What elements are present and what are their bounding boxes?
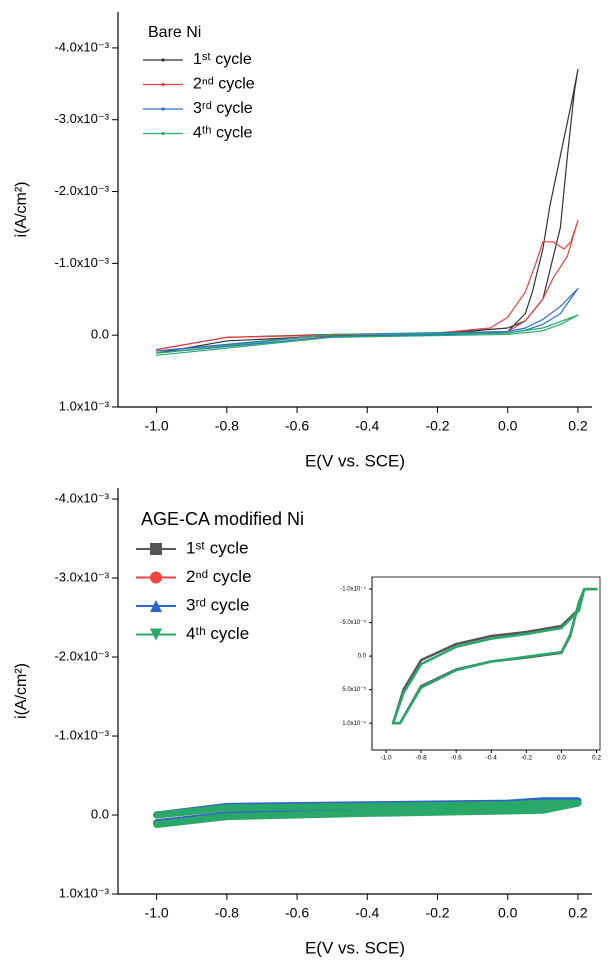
y-tick-label: 0.0 — [358, 654, 367, 660]
x-tick-label: 0.2 — [568, 905, 588, 921]
legend-marker — [161, 131, 165, 136]
x-tick-label: -1.0 — [145, 905, 169, 921]
legend-marker — [161, 58, 165, 62]
x-tick-label: -0.4 — [486, 755, 498, 762]
x-axis-label: E(V vs. SCE) — [305, 938, 405, 957]
legend-marker — [150, 628, 162, 641]
y-tick-label: 1.0x10⁻⁴ — [342, 720, 366, 727]
legend-label: 2ⁿᵈ cycle — [186, 567, 252, 586]
x-tick-label: -0.6 — [451, 755, 463, 762]
y-tick-label: -2.0x10⁻³ — [54, 183, 109, 198]
y-tick-label: -1.0x10⁻³ — [54, 255, 109, 270]
chart: -4.0x10⁻³ -3.0x10⁻³ -2.0x10⁻³ -1.0x10⁻³ 0.0 1… — [13, 12, 592, 470]
cv-curve — [156, 314, 579, 356]
x-tick-label: -0.2 — [425, 905, 449, 921]
y-tick-label: -4.0x10⁻³ — [54, 39, 109, 54]
x-tick-label: 0.2 — [592, 755, 601, 762]
legend-label: 4ᵗʰ cycle — [186, 624, 249, 643]
x-tick-label: 0.0 — [498, 418, 518, 434]
x-tick-label: 0.0 — [498, 905, 518, 921]
x-tick-label: -0.2 — [425, 418, 449, 434]
x-tick-label: -0.8 — [215, 418, 239, 434]
cv-curve — [156, 287, 579, 354]
x-tick-label: -1.0 — [380, 755, 392, 762]
x-tick-label: -0.6 — [285, 905, 309, 921]
cv-curve — [391, 587, 598, 725]
cv-curve — [153, 799, 582, 828]
x-tick-label: -0.2 — [521, 755, 533, 762]
y-tick-label: 1.0x10⁻³ — [59, 885, 110, 900]
x-tick-label: -1.0 — [145, 418, 169, 434]
y-axis-label: i(A/cm²) — [13, 663, 30, 719]
legend-label: 3ʳᵈ cycle — [193, 100, 253, 117]
legend-label: 2ⁿᵈ cycle — [193, 76, 255, 93]
x-tick-label: 0.0 — [557, 755, 566, 762]
legend-label: 1ˢᵗ cycle — [193, 51, 252, 68]
legend-label: 4ᵗʰ cycle — [193, 125, 253, 142]
legend-marker — [150, 600, 162, 612]
legend-label: 1ˢᵗ cycle — [186, 538, 248, 557]
legend-title: AGE-CA modified Ni — [141, 509, 304, 529]
inset-chart: -1.0x10⁻⁴ -5.0x10⁻⁵ 0.0 5.0x10⁻⁵ 1.0x10⁻⁴ -1.… — [340, 576, 601, 762]
legend-marker — [150, 543, 162, 555]
legend-marker — [161, 82, 165, 87]
y-tick-label: 1.0x10⁻³ — [59, 398, 110, 413]
y-tick-label: 5.0x10⁻⁵ — [342, 686, 366, 693]
y-tick-label: -3.0x10⁻³ — [54, 569, 109, 584]
x-tick-label: 0.2 — [568, 418, 588, 434]
y-tick-label: -5.0x10⁻⁵ — [340, 619, 366, 626]
y-tick-label: -3.0x10⁻³ — [54, 111, 109, 126]
y-tick-label: -4.0x10⁻³ — [54, 490, 109, 505]
x-tick-label: -0.8 — [215, 905, 239, 921]
chart: -4.0x10⁻³ -3.0x10⁻³ -2.0x10⁻³ -1.0x10⁻³ 0.0 1… — [13, 488, 592, 957]
y-tick-label: 0.0 — [91, 806, 109, 821]
legend-marker — [150, 571, 162, 584]
x-tick-label: -0.8 — [416, 755, 428, 762]
y-tick-label: -2.0x10⁻³ — [54, 648, 109, 663]
y-tick-label: -1.0x10⁻³ — [54, 727, 109, 742]
legend-title: Bare Ni — [148, 24, 201, 41]
legend-label: 3ʳᵈ cycle — [186, 595, 249, 614]
x-tick-label: -0.4 — [355, 418, 379, 434]
x-tick-label: -0.4 — [355, 905, 379, 921]
y-tick-label: 0.0 — [91, 327, 109, 342]
y-tick-label: -1.0x10⁻⁴ — [340, 586, 366, 593]
cv-curve — [156, 219, 579, 352]
x-axis-label: E(V vs. SCE) — [305, 451, 405, 470]
y-axis-label: i(A/cm²) — [13, 182, 30, 238]
legend-marker — [161, 107, 165, 111]
x-tick-label: -0.6 — [285, 418, 309, 434]
